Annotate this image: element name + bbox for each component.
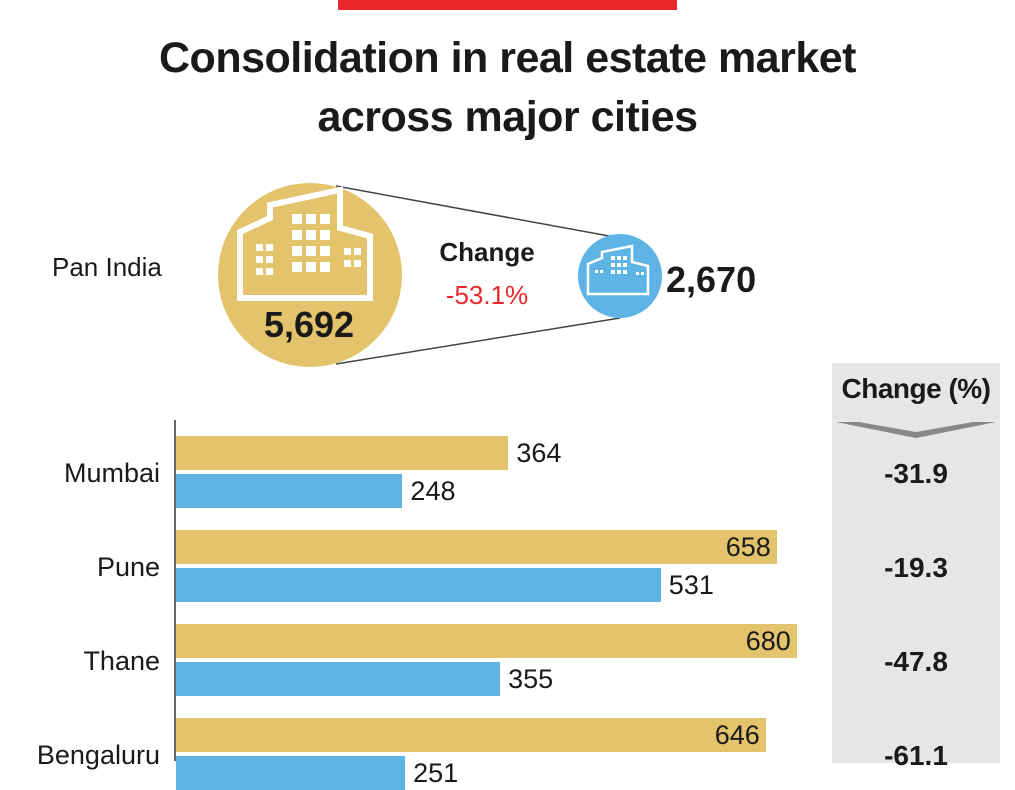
chart-title-line-2: across major cities xyxy=(317,93,698,141)
pan-india-before-circle xyxy=(218,183,402,367)
pan-india-after-circle xyxy=(578,234,662,318)
top-accent-bar xyxy=(338,0,677,10)
data-label: 531 xyxy=(668,570,714,600)
data-label: 646 xyxy=(714,720,760,750)
change-column-header: Change (%) xyxy=(841,373,992,404)
pan-india-change-value: -53.1% xyxy=(445,280,529,310)
data-label: 248 xyxy=(410,476,456,506)
change-pct-value: -47.8 xyxy=(884,646,948,677)
category-label: Thane xyxy=(83,646,160,676)
bar-after xyxy=(176,756,406,790)
change-pct-value: -19.3 xyxy=(884,552,948,583)
change-pct-value: -61.1 xyxy=(884,740,948,771)
connector-line-bottom xyxy=(335,317,621,365)
change-pct-value: -31.9 xyxy=(884,458,948,489)
data-label: 658 xyxy=(725,532,771,562)
pan-india-after-value: 2,670 xyxy=(666,259,757,300)
bar-before xyxy=(176,436,509,470)
category-label: Bengaluru xyxy=(36,740,160,770)
data-label: 355 xyxy=(508,664,554,694)
chevron-down-icon xyxy=(836,418,996,438)
pan-india-graphic xyxy=(218,183,662,367)
bar-before xyxy=(176,530,777,564)
connector-line-top xyxy=(335,185,621,239)
chart-title-line-1: Consolidation in real estate market xyxy=(159,34,856,82)
pan-india-before-value: 5,692 xyxy=(263,304,355,345)
bar-after xyxy=(176,568,661,602)
pan-india-change-label: Change xyxy=(439,237,535,267)
category-label: Mumbai xyxy=(63,458,160,488)
building-icon xyxy=(586,244,650,296)
data-label: 251 xyxy=(413,758,459,788)
data-label: 364 xyxy=(516,438,562,468)
bar-after xyxy=(176,662,501,696)
bar-before xyxy=(176,718,766,752)
building-icon xyxy=(237,186,373,301)
chart-axis xyxy=(174,420,176,761)
category-label: Pune xyxy=(96,552,160,582)
bar-after xyxy=(176,474,403,508)
bar-before xyxy=(176,624,797,658)
data-label: 680 xyxy=(745,626,791,656)
pan-india-label: Pan India xyxy=(52,252,162,282)
